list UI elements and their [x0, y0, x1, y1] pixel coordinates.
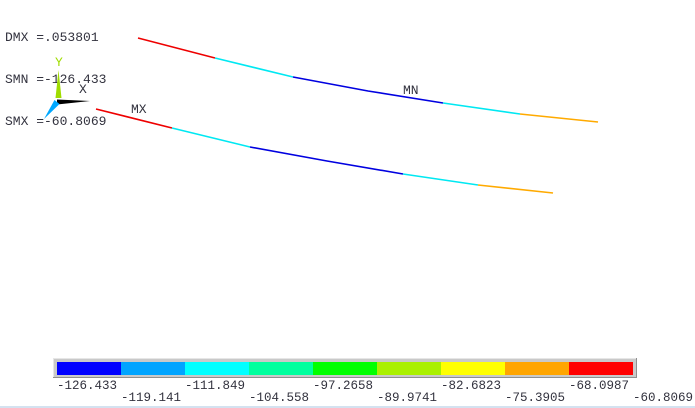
legend-value-4: -97.2658: [313, 379, 374, 393]
lower-beam-segment-4: [477, 184, 554, 194]
y-axis-label: Y: [55, 55, 63, 70]
legend-value-3: -104.558: [249, 391, 310, 405]
y-axis-arrow-icon: [55, 70, 62, 98]
max-result-label: MX: [131, 102, 147, 117]
window-bottom-edge: [0, 406, 695, 408]
upper-beam-segment-1: [214, 57, 294, 78]
legend-color-segment-3: [249, 362, 313, 375]
contour-legend: [53, 358, 637, 378]
smx-annotation: SMX =-60.8069: [5, 114, 107, 129]
legend-value-6: -82.6823: [441, 379, 502, 393]
legend-color-segment-7: [505, 362, 569, 375]
dmx-annotation: DMX =.053801: [5, 30, 99, 45]
legend-color-segment-5: [377, 362, 441, 375]
beam-elements: [95, 37, 599, 194]
smn-annotation: SMN =-126.433: [5, 72, 107, 87]
legend-color-segment-6: [441, 362, 505, 375]
legend-value-5: -89.9741: [377, 391, 438, 405]
legend-value-0: -126.433: [57, 379, 118, 393]
legend-color-segment-4: [313, 362, 377, 375]
x-axis-label: X: [79, 82, 87, 97]
legend-color-segment-8: [569, 362, 633, 375]
result-annotations: DMX =.053801 SMN =-126.433 SMX =-60.8069: [5, 3, 106, 157]
legend-color-segment-0: [57, 362, 121, 375]
lower-beam-segment-0: [95, 108, 173, 129]
lower-beam-segment-2: [249, 146, 404, 175]
lower-beam-segment-1: [171, 127, 251, 148]
legend-value-8: -68.0987: [569, 379, 630, 393]
legend-value-2: -111.849: [185, 379, 246, 393]
legend-value-7: -75.3905: [505, 391, 566, 405]
upper-beam-segment-2: [292, 76, 444, 104]
upper-beam-segment-4: [519, 113, 599, 123]
contour-legend-bar: [57, 362, 633, 375]
legend-value-1: -119.141: [121, 391, 182, 405]
x-axis-arrow-icon: [57, 99, 90, 105]
legend-color-segment-1: [121, 362, 185, 375]
legend-value-9: -60.8069: [633, 391, 694, 405]
legend-color-segment-2: [185, 362, 249, 375]
min-result-label: MN: [403, 83, 419, 98]
upper-beam-segment-0: [137, 37, 216, 59]
upper-beam-segment-3: [442, 102, 521, 115]
triad: [44, 70, 90, 119]
lower-beam-segment-3: [402, 173, 479, 186]
z-axis-arrow-icon: [44, 100, 60, 119]
